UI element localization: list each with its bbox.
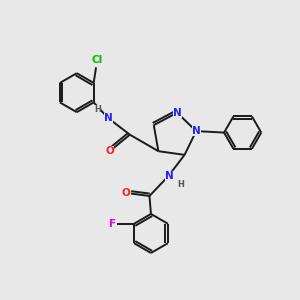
Text: N: N (104, 113, 112, 123)
Text: O: O (105, 146, 114, 156)
Text: N: N (192, 126, 200, 136)
Text: H: H (94, 105, 101, 114)
Text: N: N (165, 172, 174, 182)
Text: O: O (122, 188, 131, 198)
Text: H: H (177, 180, 184, 189)
Text: Cl: Cl (92, 55, 103, 65)
Text: N: N (173, 108, 182, 118)
Text: F: F (109, 219, 116, 229)
